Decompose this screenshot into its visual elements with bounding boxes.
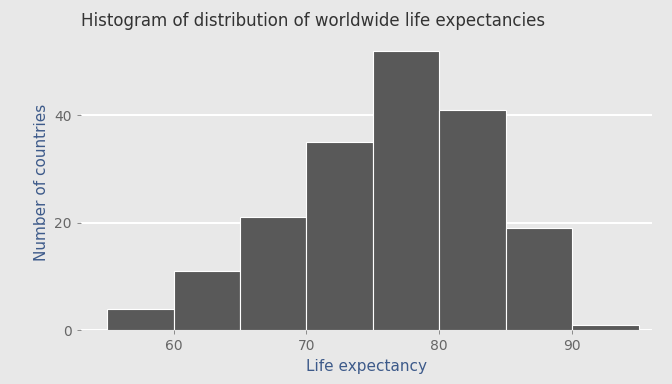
X-axis label: Life expectancy: Life expectancy <box>306 359 427 374</box>
Y-axis label: Number of countries: Number of countries <box>34 104 48 261</box>
Bar <box>108 309 173 330</box>
Bar <box>439 110 506 330</box>
Bar <box>373 51 439 330</box>
Bar <box>506 228 572 330</box>
Bar <box>306 142 373 330</box>
Bar <box>240 217 306 330</box>
Bar <box>173 271 240 330</box>
Bar <box>572 325 638 330</box>
Text: Histogram of distribution of worldwide life expectancies: Histogram of distribution of worldwide l… <box>81 12 545 30</box>
